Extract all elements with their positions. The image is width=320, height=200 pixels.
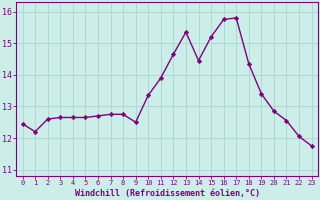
X-axis label: Windchill (Refroidissement éolien,°C): Windchill (Refroidissement éolien,°C) [75, 189, 260, 198]
